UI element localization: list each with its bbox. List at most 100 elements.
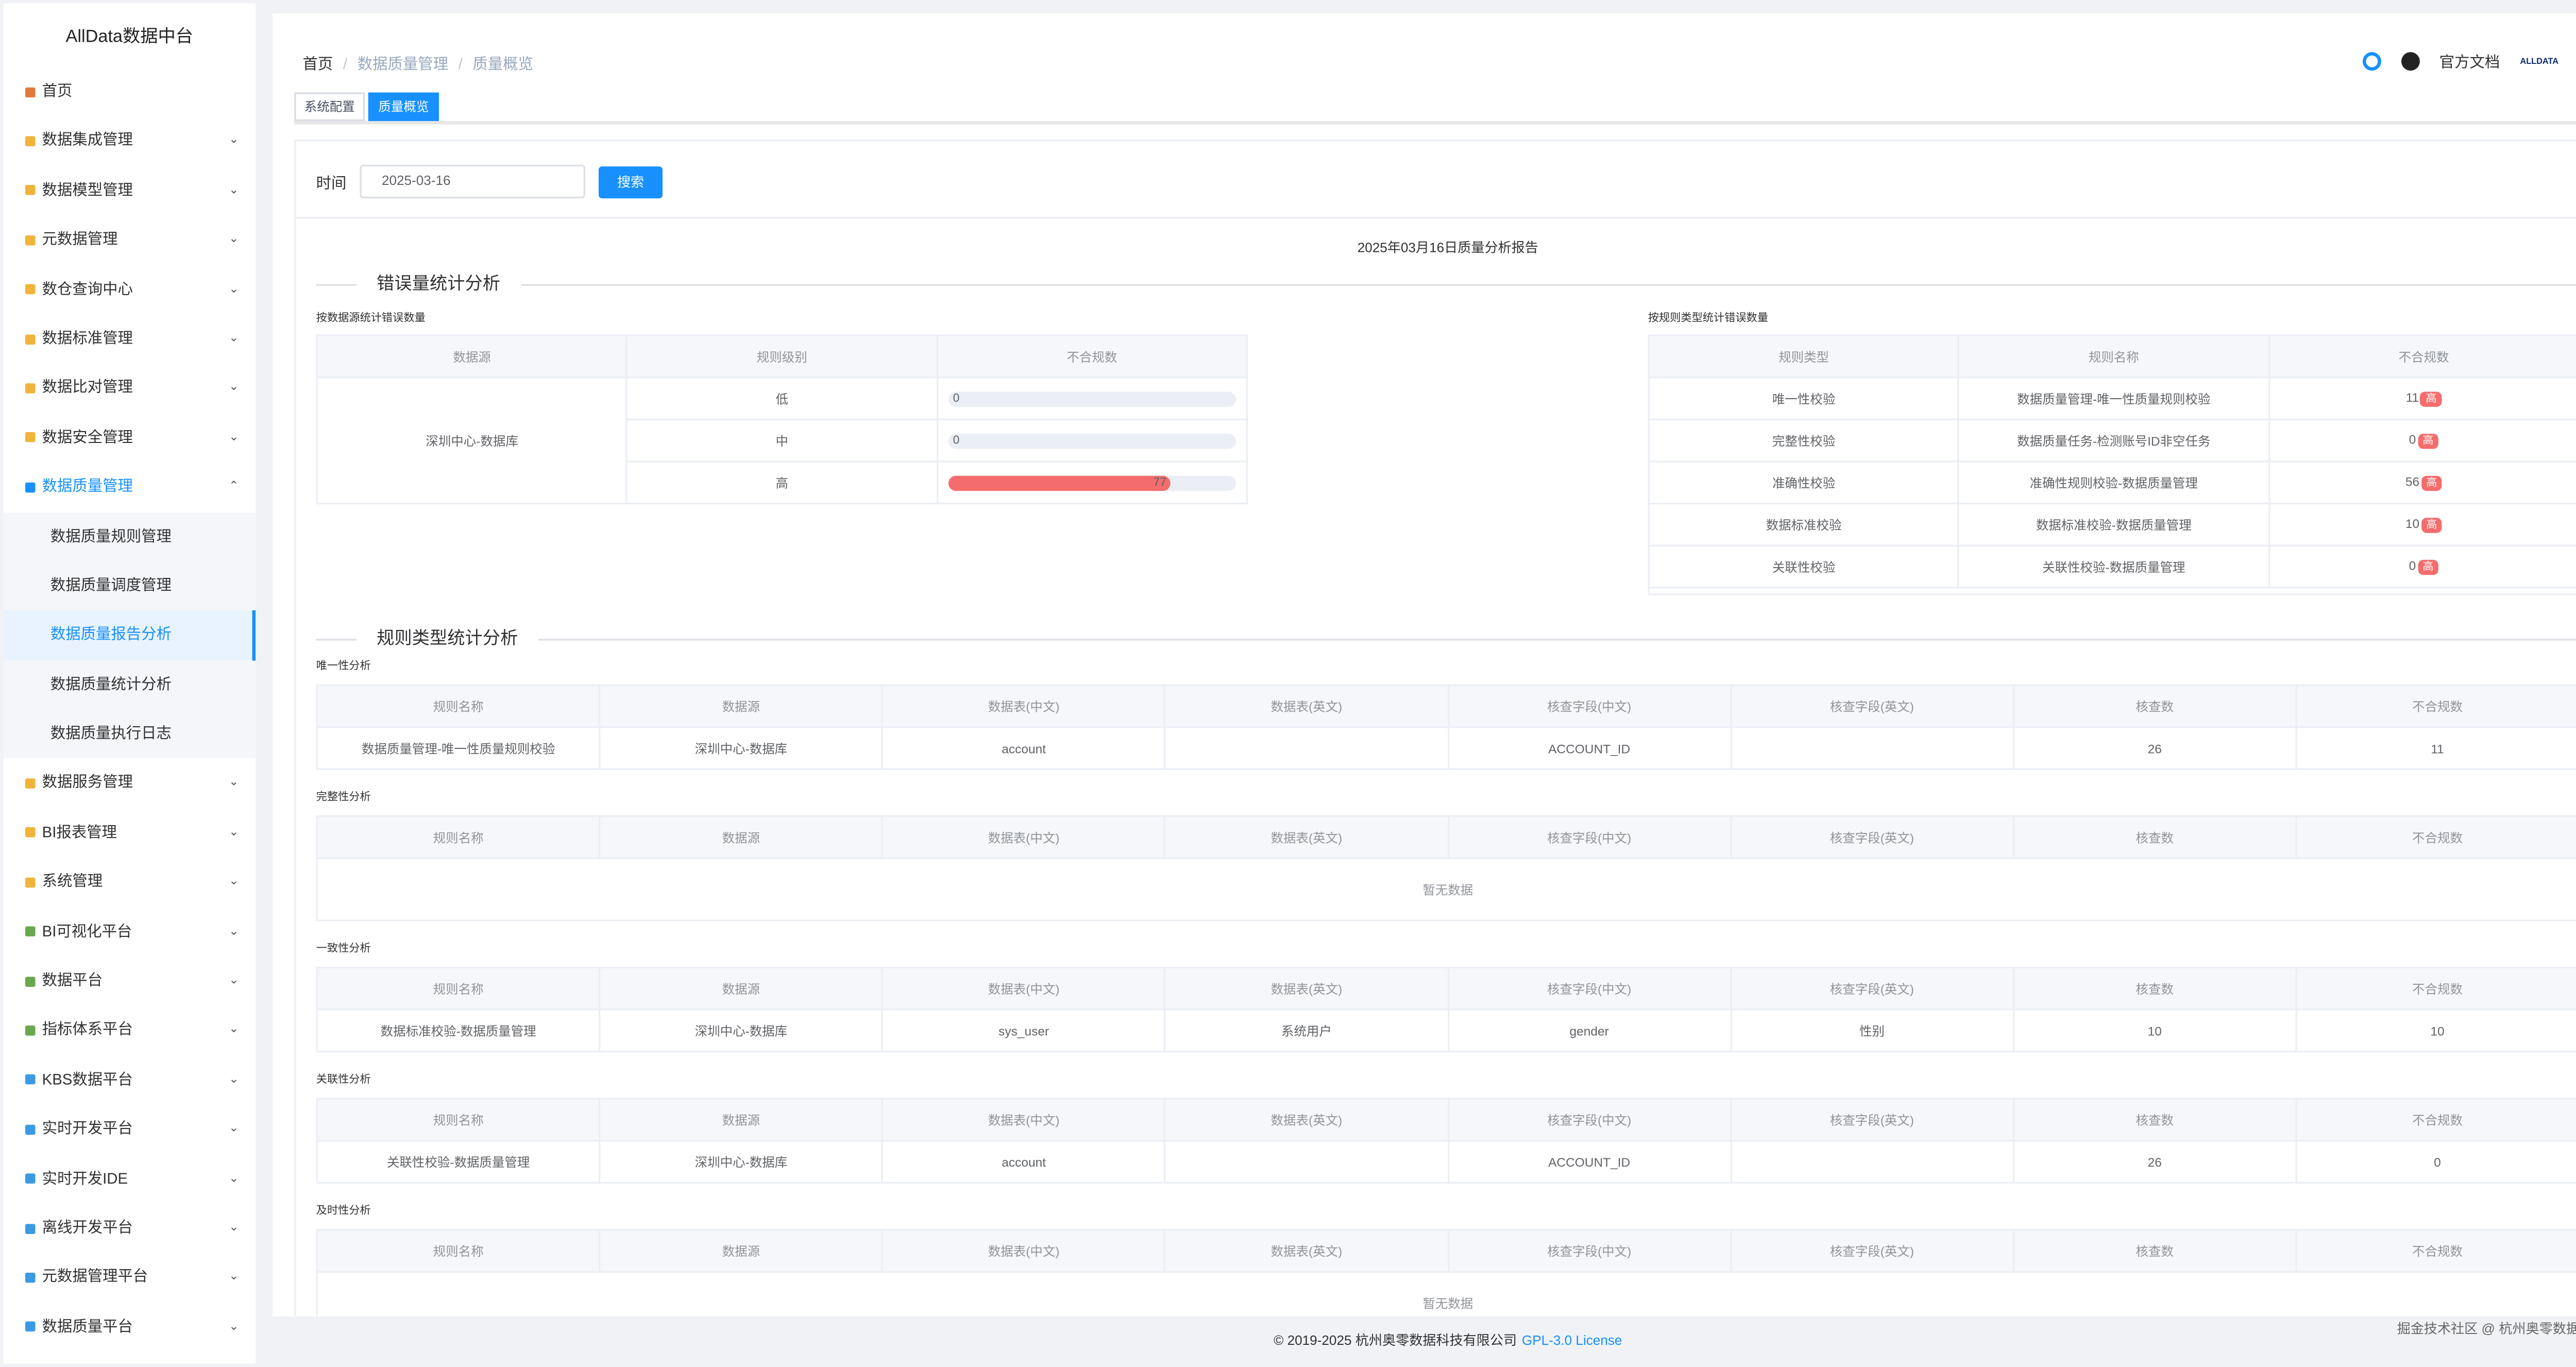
submenu-item[interactable]: 数据质量调度管理 [3, 561, 256, 611]
cell: 高 [626, 460, 938, 505]
menu-item[interactable]: 数据标准管理 ⌄ [4, 314, 256, 364]
cell: 数据质量任务-检测账号ID非空任务 [1958, 418, 2270, 463]
license-link[interactable]: GPL-3.0 License [1521, 1333, 1622, 1348]
empty-cell: 暂无数据 [316, 1271, 2576, 1317]
menu-item[interactable]: 数仓查询中心 ⌄ [4, 265, 256, 314]
menu-arrow: ⌄ [229, 184, 239, 197]
logo[interactable]: ALLDATA [2520, 56, 2559, 66]
menu-item[interactable]: 离线开发平台 ⌄ [4, 1204, 256, 1253]
docs-link[interactable]: 官方文档 [2439, 54, 2500, 71]
table-row: 关联性校验 关联性校验-数据质量管理 0 高 [1648, 544, 2576, 589]
tab[interactable]: 质量概览 [368, 92, 439, 122]
progress-label: 0 [953, 392, 960, 404]
cell: 深圳中心-数据库 [599, 1009, 884, 1053]
rule-block: 按规则类型统计错误数量 规则类型 规则名称 不合规数 唯一性校验 数据质量管理-唯一性质量… [1648, 301, 2576, 595]
menu-item[interactable]: 系统管理 ⌄ [4, 858, 256, 907]
menu-item[interactable]: 数据质量管理 ⌃ [4, 463, 256, 512]
icon-button[interactable] [2362, 52, 2381, 71]
github-icon[interactable] [2400, 52, 2419, 71]
cell: 低 [626, 377, 938, 420]
menu-item[interactable]: 数据服务管理 ⌄ [4, 759, 256, 809]
menu-item[interactable]: BI报表管理 ⌄ [4, 809, 256, 858]
menu-item[interactable]: 元数据管理 ⌄ [4, 215, 256, 265]
menu-arrow: ⌄ [229, 234, 239, 246]
menu-item[interactable]: 数据安全管理 ⌄ [4, 413, 256, 463]
empty-cell: 暂无数据 [316, 857, 2576, 921]
menu-item[interactable]: 数据比对管理 ⌄ [4, 364, 256, 413]
header-row: 规则名称 数据源 数据表(中文) 数据表(英文) 核查字段(中文) 核查字段(英文) 核查数… [316, 1098, 2576, 1142]
tab[interactable]: 系统配置 [294, 92, 365, 122]
count: 56 [2405, 474, 2420, 489]
header-cell: 核查字段(中文) [1447, 966, 1732, 1011]
section-title: 规则类型统计分析 [356, 625, 538, 651]
menu-item[interactable]: 指标体系平台 ⌄ [4, 1006, 256, 1055]
breadcrumb-item[interactable]: 首页 [302, 55, 333, 73]
table-row: 关联性校验-数据质量管理 深圳中心-数据库 account ACCOUNT_ID 26 0 [316, 1139, 2576, 1184]
cell: 中 [626, 418, 938, 463]
error-row: 按数据源统计错误数量 数据源 规则级别 不合规数 深圳中心-数据库低 0 中 0 高 77 按规则类… [316, 301, 2576, 595]
section-header: 规则类型统计分析 [316, 625, 2576, 651]
sidebar: AllData数据中台 首页 数据集成管理 ⌄ 数据模型管理 ⌄ 元数据管理 ⌄ 数仓查询中心 ⌄… [3, 3, 256, 1364]
rule-type-table: 规则名称 数据源 数据表(中文) 数据表(英文) 核查字段(中文) 核查字段(英文) 核查数… [316, 1098, 2576, 1184]
menu-item[interactable]: 数据集成管理 ⌄ [4, 116, 256, 166]
header-row: 规则名称 数据源 数据表(中文) 数据表(英文) 核查字段(中文) 核查字段(英文) 核查数… [316, 966, 2576, 1011]
submenu-item[interactable]: 数据质量执行日志 [3, 709, 256, 759]
menu-item[interactable]: 数据模型管理 ⌄ [4, 166, 256, 215]
progress-track: 0 [947, 390, 1236, 406]
header-cell: 核查字段(英文) [1730, 815, 2014, 859]
section-header: 错误量统计分析 [316, 270, 2576, 296]
menu-arrow: ⌄ [229, 926, 239, 938]
menu-item[interactable]: 数据质量平台 ⌄ [4, 1303, 256, 1352]
menu-arrow: ⌃ [229, 481, 239, 493]
header-cell: 规则名称 [316, 966, 601, 1011]
breadcrumb-item[interactable]: 数据质量管理 [357, 55, 449, 73]
menu-item[interactable]: 首页 [4, 67, 256, 117]
header-cell: 不合规数 [2295, 815, 2576, 859]
menu-arrow: ⌄ [229, 333, 239, 345]
level-tag: 高 [2421, 475, 2443, 491]
footer: © 2019-2025 杭州奥零数据科技有限公司 GPL-3.0 License [273, 1331, 2576, 1350]
table-row: 数据质量管理-唯一性质量规则校验 深圳中心-数据库 account ACCOUNT_I… [316, 726, 2576, 770]
menu-label: 数据标准管理 [42, 329, 133, 347]
cell: 关联性校验-数据质量管理 [316, 1139, 601, 1184]
cell: gender [1447, 1009, 1732, 1053]
subtitle: 按数据源统计错误数量 [316, 313, 426, 324]
menu-label: 实时开发IDE [42, 1169, 128, 1187]
menu-item[interactable]: BI可视化平台 ⌄ [4, 907, 256, 956]
menu-label: BI报表管理 [42, 823, 117, 841]
cell: 准确性校验 [1648, 460, 1960, 505]
menu-icon [25, 482, 36, 492]
menu-item[interactable]: 数据平台 ⌄ [4, 956, 256, 1006]
submenu-item[interactable]: 数据质量规则管理 [3, 511, 256, 561]
header-cell: 规则级别 [626, 334, 938, 379]
submenu-item[interactable]: 数据质量统计分析 [3, 660, 256, 710]
header-cell: 核查字段(中文) [1447, 1228, 1732, 1273]
search-form: 时间 2025-03-16 搜索 [316, 164, 663, 199]
menu-item[interactable]: 实时开发平台 ⌄ [4, 1105, 256, 1154]
level-tag: 高 [2417, 559, 2439, 575]
menu-item[interactable]: 实时开发IDE ⌄ [4, 1154, 256, 1204]
search-button[interactable]: 搜索 [599, 165, 663, 198]
header-cell: 核查字段(英文) [1730, 1228, 2014, 1273]
cell: account [882, 726, 1166, 770]
progress-bar: 77 [947, 475, 1170, 490]
menu-item[interactable]: KBS数据平台 ⌄ [4, 1055, 256, 1105]
date-input[interactable]: 2025-03-16 [360, 164, 585, 199]
menu-arrow: ⌄ [229, 1024, 239, 1037]
header-cell: 核查字段(英文) [1730, 966, 2014, 1011]
header-cell: 规则名称 [316, 1098, 601, 1142]
header-cell: 核查字段(英文) [1730, 1098, 2014, 1142]
submenu-item[interactable]: 数据质量报告分析 [3, 610, 256, 660]
count: 11 [2405, 390, 2419, 405]
header-cell: 数据源 [599, 684, 884, 728]
cell: 数据标准校验-数据质量管理 [1958, 502, 2270, 546]
cell: 10 [2012, 1009, 2297, 1053]
menu-arrow: ⌄ [229, 876, 239, 888]
header-cell: 核查数 [2012, 1228, 2297, 1273]
cell [1164, 1139, 1449, 1184]
cell: 0 [936, 418, 1248, 463]
menu-item[interactable]: 元数据管理平台 ⌄ [4, 1253, 256, 1303]
main-panel: 首页/数据质量管理/质量概览官方文档ALLDATA▾系统配置质量概览时间2025… [272, 13, 2576, 1317]
header-cell: 核查数 [2012, 815, 2297, 859]
